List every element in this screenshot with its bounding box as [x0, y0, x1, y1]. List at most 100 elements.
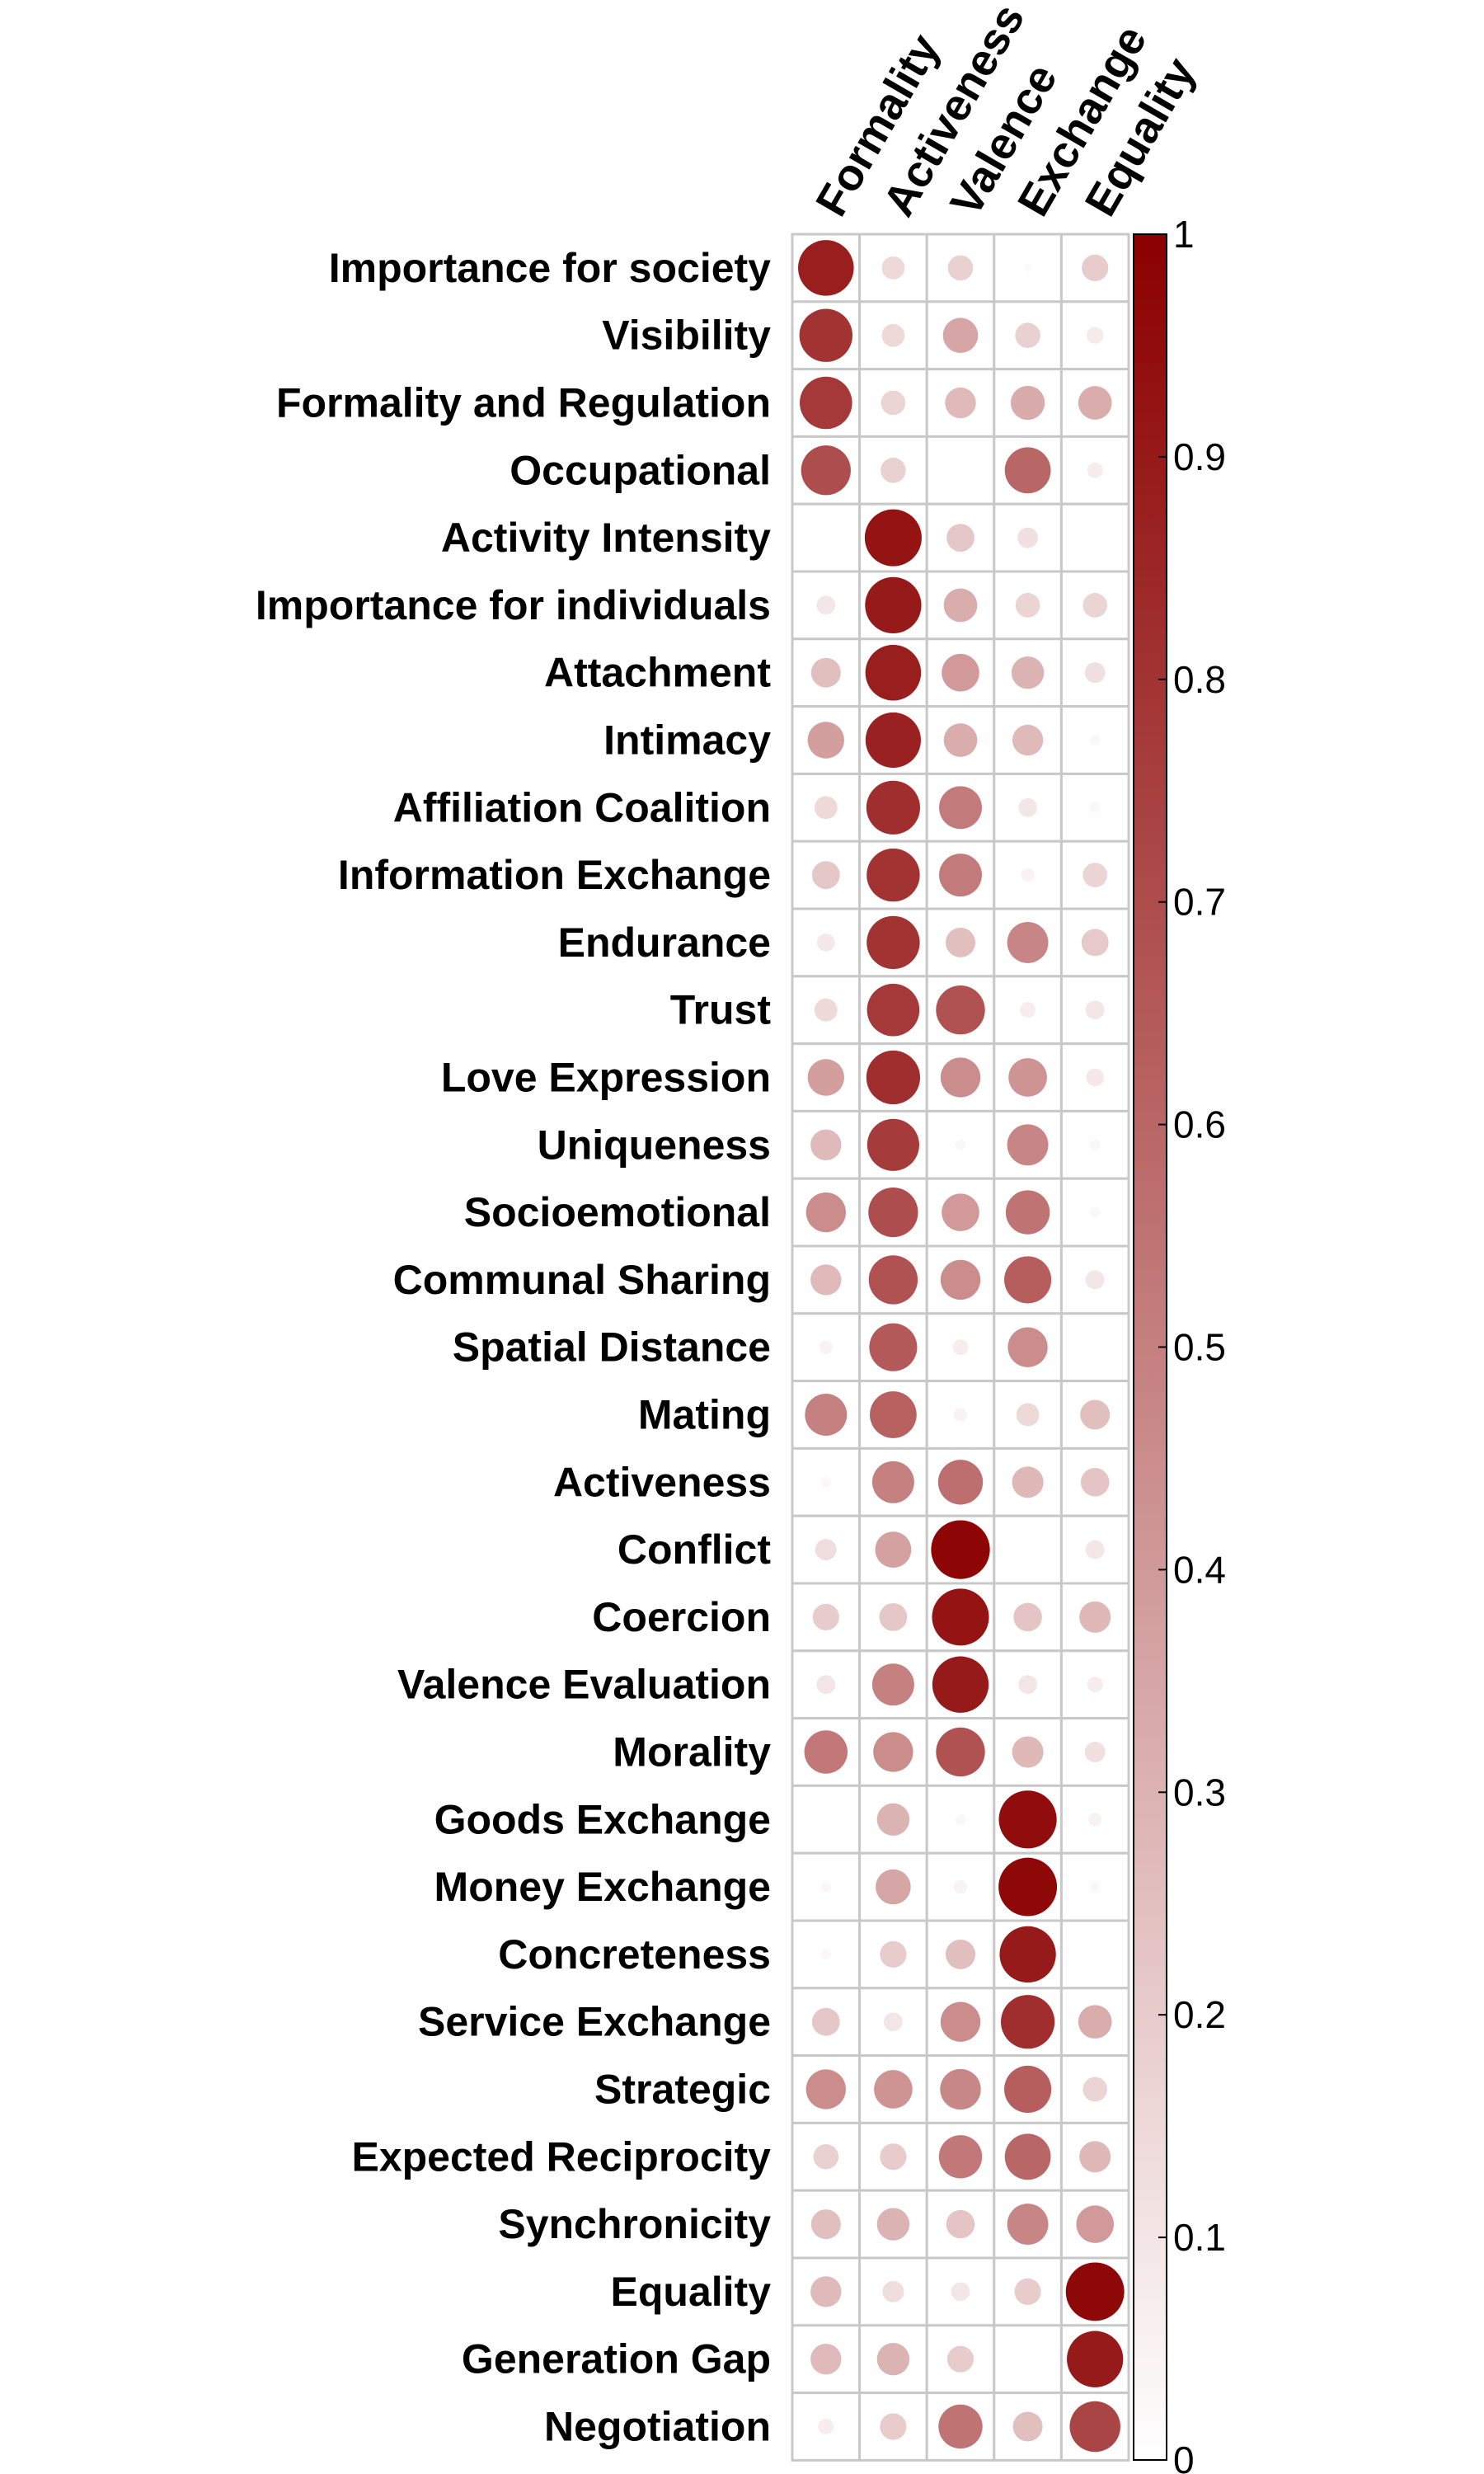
value-circle	[947, 255, 974, 281]
value-circle	[1087, 462, 1103, 478]
row-label: Uniqueness	[538, 1122, 771, 1168]
row-label: Negotiation	[544, 2404, 771, 2450]
value-circle	[1004, 2133, 1051, 2180]
value-circle	[1020, 1002, 1036, 1018]
value-circle	[881, 390, 906, 416]
value-circle	[805, 2069, 846, 2109]
value-circle	[820, 1477, 832, 1488]
value-circle	[819, 1340, 833, 1354]
value-circle	[1007, 1124, 1049, 1166]
value-circle	[1012, 1466, 1044, 1498]
value-circle	[1004, 447, 1051, 494]
value-circle	[866, 848, 920, 902]
value-circle	[1089, 1140, 1101, 1150]
value-circle	[818, 2418, 834, 2435]
value-circle	[810, 2276, 842, 2307]
value-circle	[820, 1949, 832, 1960]
value-circle	[1084, 662, 1106, 684]
value-circle	[1012, 1736, 1044, 1768]
value-circle	[1089, 735, 1101, 745]
value-circle	[1012, 724, 1044, 756]
value-circle	[866, 1050, 920, 1105]
value-circle	[1008, 1058, 1047, 1097]
value-circle	[1021, 868, 1035, 882]
grid-cell	[791, 502, 862, 573]
colorbar: 0 0.1 0.2 0.3 0.4 0.5 0.6 0.7 0.8 0.9 1	[1133, 213, 1226, 2474]
value-circle	[807, 722, 844, 759]
colorbar-tick-label: 0.5	[1173, 1326, 1226, 1369]
row-label: Affiliation Coalition	[393, 784, 771, 830]
row-label: Visibility	[602, 313, 771, 359]
value-circle	[936, 1727, 985, 1777]
grid-cell	[1059, 1312, 1130, 1383]
value-circle	[1082, 593, 1108, 618]
value-circle	[946, 1939, 975, 1969]
value-circle	[865, 712, 921, 769]
value-circle	[1005, 1190, 1050, 1235]
value-circle	[876, 2342, 910, 2376]
row-label: Attachment	[544, 650, 771, 696]
value-circle	[1018, 797, 1037, 817]
colorbar-tick-label: 0	[1173, 2439, 1195, 2474]
grid-cell	[791, 1784, 862, 1855]
value-circle	[1089, 1206, 1101, 1218]
value-circle	[1089, 802, 1101, 813]
value-circle	[940, 2068, 981, 2110]
column-labels: FormalityActivenessValenceExchangeEquali…	[806, 0, 1205, 224]
value-circle	[1080, 1399, 1111, 1430]
value-circle	[814, 796, 838, 820]
value-circle	[874, 2070, 913, 2109]
value-circle	[812, 1603, 839, 1630]
value-circle	[881, 323, 905, 347]
value-circle	[1007, 2204, 1049, 2246]
value-circle	[946, 2345, 974, 2373]
value-circle	[940, 1259, 981, 1300]
value-circle	[1011, 656, 1045, 689]
row-label: Generation Gap	[462, 2336, 771, 2382]
value-circle	[876, 2208, 910, 2241]
value-circle	[1014, 2278, 1041, 2305]
colorbar-tick-label: 0.2	[1173, 1993, 1226, 2036]
value-circle	[953, 1880, 968, 1894]
value-circle	[945, 387, 976, 419]
value-circle	[865, 644, 922, 701]
value-circle	[879, 1603, 908, 1631]
value-circle	[866, 915, 920, 970]
row-label: Mating	[638, 1392, 771, 1438]
value-circle	[1085, 1000, 1105, 1020]
value-circle	[998, 1857, 1058, 1917]
colorbar-tick-label: 0.4	[1173, 1548, 1226, 1591]
row-label: Importance for society	[329, 245, 771, 291]
value-circle	[807, 1059, 844, 1096]
value-circle	[871, 1460, 914, 1503]
value-circle	[1087, 327, 1104, 344]
value-circle	[939, 786, 982, 830]
row-label: Coercion	[592, 1594, 771, 1640]
value-circle	[946, 927, 975, 957]
value-circle	[932, 1588, 989, 1646]
row-label: Information Exchange	[338, 852, 771, 898]
value-circle	[937, 1460, 984, 1505]
colorbar-tick-label: 0.6	[1173, 1103, 1226, 1146]
value-circle	[869, 1323, 918, 1371]
value-circle	[815, 1539, 837, 1561]
row-label: Trust	[670, 987, 772, 1033]
value-circle	[804, 1730, 848, 1774]
value-circle	[1012, 2411, 1043, 2442]
row-label: Expected Reciprocity	[351, 2133, 771, 2180]
value-circle	[881, 458, 906, 483]
value-circle	[1086, 1068, 1104, 1087]
value-circle	[1085, 1540, 1105, 1559]
value-circle	[816, 1675, 836, 1695]
grid-cell	[1059, 502, 1130, 573]
value-circle	[873, 1732, 913, 1772]
row-label: Socioemotional	[464, 1189, 771, 1235]
value-circle	[1082, 254, 1109, 281]
row-label: Love Expression	[441, 1055, 771, 1101]
value-circle	[1087, 1677, 1103, 1693]
value-circle	[942, 317, 979, 354]
row-label: Equality	[611, 2269, 772, 2315]
value-circle	[811, 861, 840, 889]
row-label: Goods Exchange	[434, 1796, 771, 1842]
value-circle	[942, 653, 979, 692]
